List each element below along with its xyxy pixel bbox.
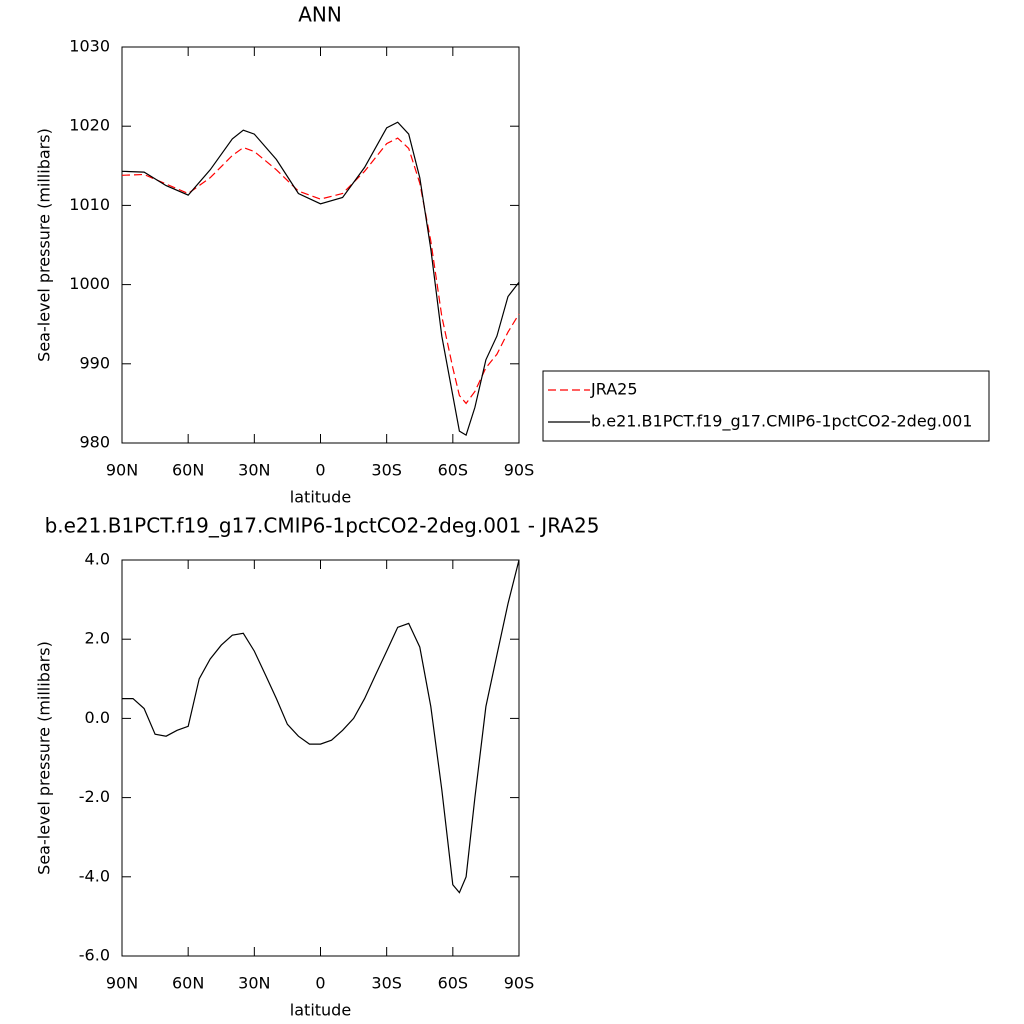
y-tick-label: 1020 xyxy=(69,116,110,135)
x-tick-label: 30N xyxy=(238,974,270,993)
x-tick-label: 90N xyxy=(106,461,138,480)
y-tick-label: 1030 xyxy=(69,37,110,56)
y-tick-label: 1000 xyxy=(69,274,110,293)
x-tick-label: 60S xyxy=(438,974,469,993)
plot-frame xyxy=(121,46,520,444)
x-tick-label: 30S xyxy=(371,461,402,480)
legend-label: b.e21.B1PCT.f19_g17.CMIP6-1pctCO2-2deg.0… xyxy=(591,412,972,432)
y-tick-label: 980 xyxy=(79,433,110,452)
x-axis-label: latitude xyxy=(290,488,351,507)
x-tick-label: 90N xyxy=(106,974,138,993)
y-tick-label: 2.0 xyxy=(85,629,110,648)
y-axis-label: Sea-level pressure (millibars) xyxy=(35,641,54,875)
x-tick-label: 90S xyxy=(504,461,535,480)
y-tick-label: 0.0 xyxy=(85,708,110,727)
chart-title: b.e21.B1PCT.f19_g17.CMIP6-1pctCO2-2deg.0… xyxy=(45,514,600,538)
y-tick-label: 1010 xyxy=(69,195,110,214)
x-tick-label: 60N xyxy=(172,461,204,480)
chart-title: ANN xyxy=(298,3,342,27)
y-tick-label: 4.0 xyxy=(85,550,110,569)
plot-frame xyxy=(121,559,520,957)
legend-label: JRA25 xyxy=(590,380,638,399)
x-tick-label: 30S xyxy=(371,974,402,993)
y-tick-label: 990 xyxy=(79,353,110,372)
series-line xyxy=(121,137,520,405)
legend: JRA25 b.e21.B1PCT.f19_g17.CMIP6-1pctCO2-2… xyxy=(542,370,990,442)
x-axis-label: latitude xyxy=(290,1001,351,1020)
series-line xyxy=(121,121,520,437)
y-tick-label: -2.0 xyxy=(79,787,110,806)
legend-box xyxy=(542,370,990,442)
y-tick-label: -6.0 xyxy=(79,946,110,965)
y-axis-label: Sea-level pressure (millibars) xyxy=(35,128,54,362)
x-tick-label: 60S xyxy=(438,461,469,480)
x-tick-label: 30N xyxy=(238,461,270,480)
series-line xyxy=(122,559,520,894)
x-tick-label: 0 xyxy=(315,461,325,480)
y-tick-label: -4.0 xyxy=(79,866,110,885)
x-tick-label: 90S xyxy=(504,974,535,993)
x-tick-label: 60N xyxy=(172,974,204,993)
x-tick-label: 0 xyxy=(315,974,325,993)
